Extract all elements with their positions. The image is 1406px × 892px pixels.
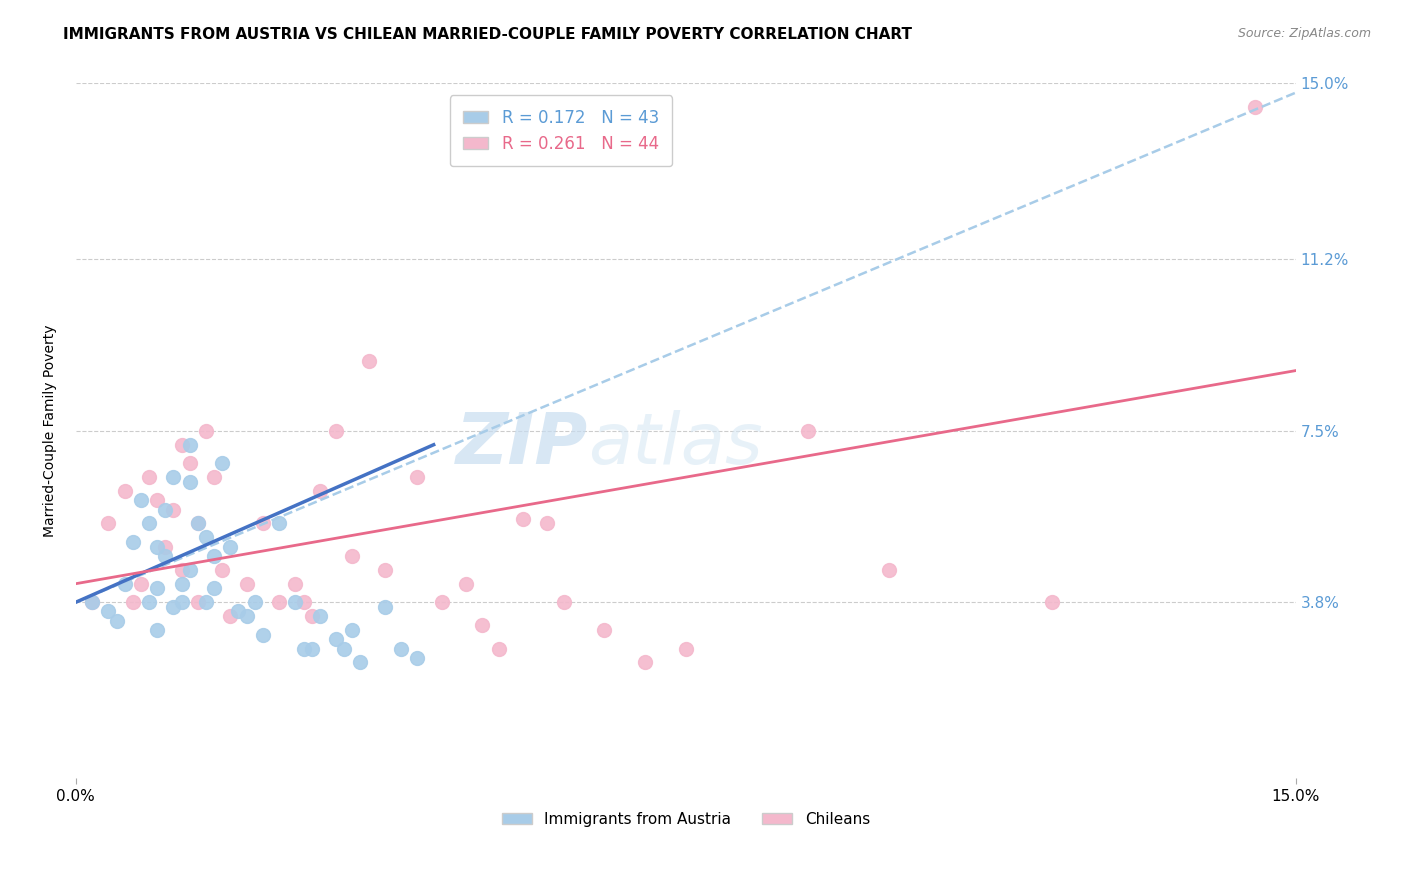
Point	[97, 605, 120, 619]
Point	[162, 502, 184, 516]
Point	[194, 530, 217, 544]
Point	[219, 609, 242, 624]
Point	[235, 609, 257, 624]
Point	[333, 641, 356, 656]
Point	[349, 656, 371, 670]
Point	[170, 438, 193, 452]
Point	[284, 576, 307, 591]
Point	[138, 470, 160, 484]
Point	[634, 656, 657, 670]
Point	[406, 470, 429, 484]
Point	[162, 470, 184, 484]
Point	[170, 563, 193, 577]
Point	[488, 641, 510, 656]
Point	[114, 484, 136, 499]
Point	[252, 627, 274, 641]
Point	[146, 540, 169, 554]
Point	[187, 516, 209, 531]
Point	[82, 595, 104, 609]
Point	[308, 484, 330, 499]
Point	[187, 595, 209, 609]
Point	[146, 623, 169, 637]
Point	[456, 576, 478, 591]
Point	[219, 540, 242, 554]
Point	[202, 582, 225, 596]
Point	[155, 502, 177, 516]
Point	[97, 516, 120, 531]
Point	[129, 493, 152, 508]
Point	[179, 456, 201, 470]
Point	[269, 595, 291, 609]
Point	[138, 595, 160, 609]
Legend: Immigrants from Austria, Chileans: Immigrants from Austria, Chileans	[495, 805, 876, 833]
Point	[211, 563, 233, 577]
Point	[194, 595, 217, 609]
Point	[675, 641, 697, 656]
Point	[308, 609, 330, 624]
Point	[471, 618, 494, 632]
Point	[243, 595, 266, 609]
Point	[179, 438, 201, 452]
Point	[187, 516, 209, 531]
Point	[796, 424, 818, 438]
Point	[252, 516, 274, 531]
Point	[121, 535, 143, 549]
Point	[211, 456, 233, 470]
Point	[146, 493, 169, 508]
Point	[82, 595, 104, 609]
Y-axis label: Married-Couple Family Poverty: Married-Couple Family Poverty	[44, 325, 58, 537]
Point	[301, 609, 323, 624]
Point	[138, 516, 160, 531]
Point	[406, 650, 429, 665]
Point	[235, 576, 257, 591]
Point	[269, 516, 291, 531]
Text: IMMIGRANTS FROM AUSTRIA VS CHILEAN MARRIED-COUPLE FAMILY POVERTY CORRELATION CHA: IMMIGRANTS FROM AUSTRIA VS CHILEAN MARRI…	[63, 27, 912, 42]
Point	[292, 595, 315, 609]
Point	[228, 605, 250, 619]
Point	[162, 599, 184, 614]
Point	[1040, 595, 1063, 609]
Point	[536, 516, 558, 531]
Point	[593, 623, 616, 637]
Text: atlas: atlas	[588, 410, 763, 479]
Point	[430, 595, 453, 609]
Point	[202, 470, 225, 484]
Point	[179, 475, 201, 489]
Point	[342, 623, 364, 637]
Point	[357, 354, 380, 368]
Point	[179, 563, 201, 577]
Text: Source: ZipAtlas.com: Source: ZipAtlas.com	[1237, 27, 1371, 40]
Point	[129, 576, 152, 591]
Point	[325, 632, 347, 647]
Point	[155, 540, 177, 554]
Point	[105, 614, 128, 628]
Point	[114, 576, 136, 591]
Point	[155, 549, 177, 563]
Point	[877, 563, 900, 577]
Point	[325, 424, 347, 438]
Text: ZIP: ZIP	[456, 410, 588, 479]
Point	[374, 563, 396, 577]
Point	[342, 549, 364, 563]
Point	[170, 595, 193, 609]
Point	[301, 641, 323, 656]
Point	[512, 512, 534, 526]
Point	[374, 599, 396, 614]
Point	[292, 641, 315, 656]
Point	[284, 595, 307, 609]
Point	[194, 424, 217, 438]
Point	[121, 595, 143, 609]
Point	[146, 582, 169, 596]
Point	[389, 641, 412, 656]
Point	[553, 595, 575, 609]
Point	[170, 576, 193, 591]
Point	[202, 549, 225, 563]
Point	[1244, 100, 1267, 114]
